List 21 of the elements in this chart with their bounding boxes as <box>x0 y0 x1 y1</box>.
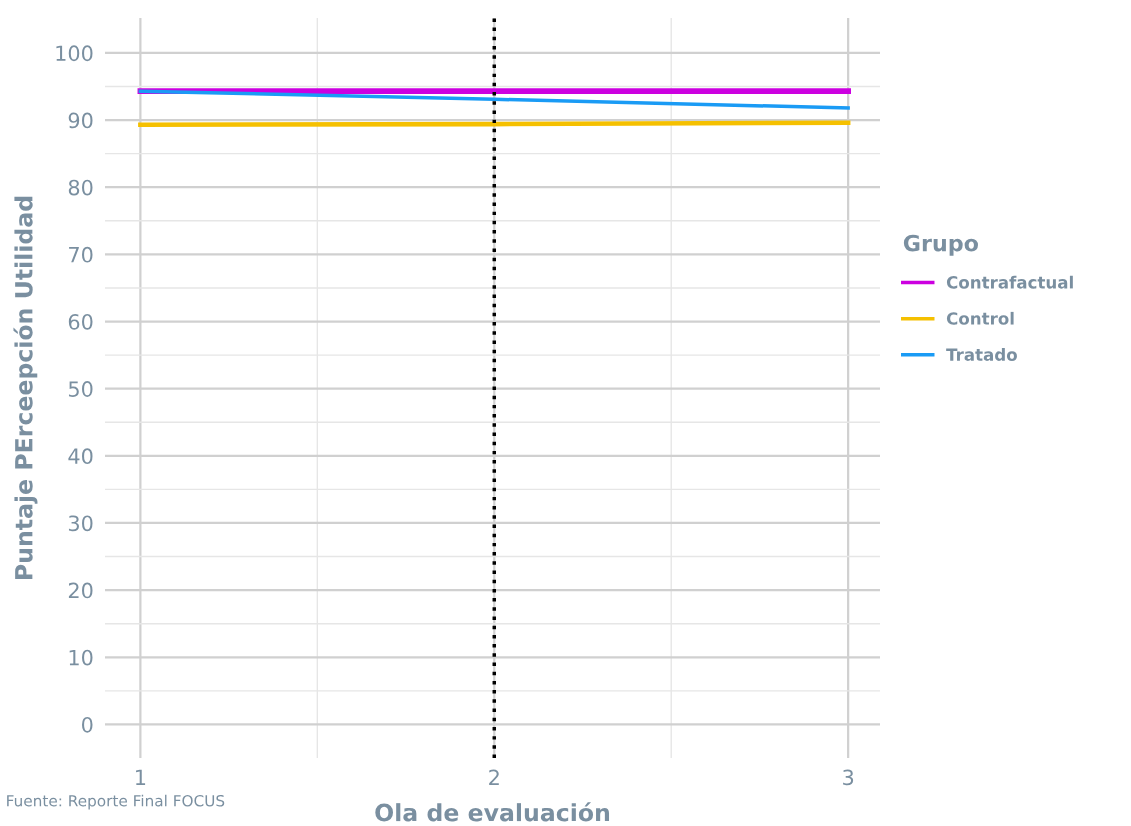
y-tick-label: 90 <box>68 112 93 129</box>
legend-label: Tratado <box>946 348 1017 361</box>
legend-title: Grupo <box>903 234 978 256</box>
legend-label: Control <box>946 311 1014 325</box>
y-tick-label: 30 <box>68 515 93 532</box>
y-tick-label: 0 <box>82 716 93 733</box>
source-note: Fuente: Reporte Final FOCUS <box>7 794 225 810</box>
y-tick-label: 60 <box>68 313 93 330</box>
y-tick-label: 50 <box>68 381 93 397</box>
x-tick-label: 1 <box>136 769 146 785</box>
y-tick-label: 40 <box>68 448 93 465</box>
legend-label: Contrafactual <box>946 275 1073 289</box>
x-axis-title: Ola de evaluación <box>375 802 610 822</box>
y-axis-title: Puntaje PErceepción Utilidad <box>13 196 38 579</box>
x-tick-label: 2 <box>489 769 499 785</box>
y-tick-label: 70 <box>69 246 93 263</box>
y-tick-label: 100 <box>56 45 93 62</box>
x-tick-label: 3 <box>843 769 854 786</box>
y-tick-label: 20 <box>68 582 93 599</box>
y-tick-label: 10 <box>69 649 93 666</box>
y-tick-label: 80 <box>68 179 93 196</box>
